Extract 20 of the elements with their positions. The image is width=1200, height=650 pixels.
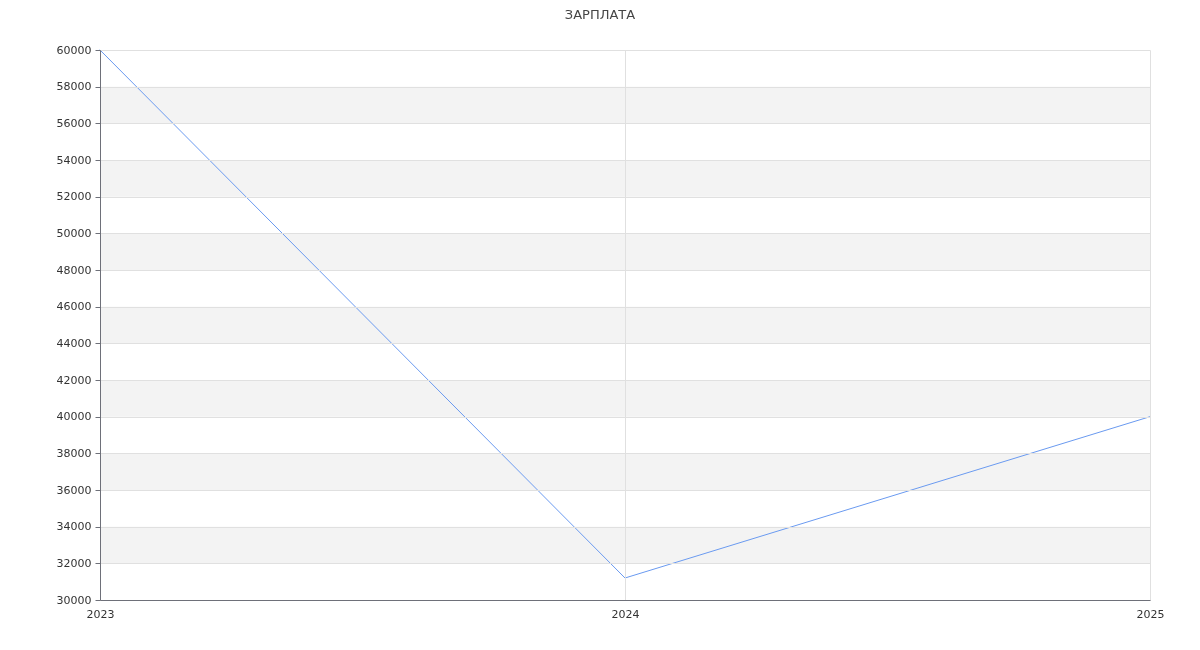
y-tick-label: 36000 <box>56 483 92 497</box>
y-tick-label: 54000 <box>56 153 92 167</box>
y-tick-label: 46000 <box>56 300 92 314</box>
y-tick-label: 52000 <box>56 190 92 204</box>
y-tick-label: 56000 <box>56 116 92 130</box>
y-tick-label: 32000 <box>56 556 92 570</box>
x-tick-label: 2024 <box>611 607 640 621</box>
chart-title: ЗАРПЛАТА <box>564 7 636 22</box>
x-tick-label: 2025 <box>1136 607 1165 621</box>
y-tick-label: 50000 <box>56 226 92 240</box>
y-tick-label: 34000 <box>56 520 92 534</box>
y-tick-label: 60000 <box>56 43 92 57</box>
y-tick-label: 58000 <box>56 80 92 94</box>
x-tick-label: 2023 <box>86 607 115 621</box>
y-tick-label: 48000 <box>56 263 92 277</box>
y-tick-label: 38000 <box>56 446 92 460</box>
y-tick-label: 40000 <box>56 410 92 424</box>
y-tick-label: 30000 <box>56 593 92 607</box>
y-tick-label: 42000 <box>56 373 92 387</box>
y-tick-label: 44000 <box>56 336 92 350</box>
